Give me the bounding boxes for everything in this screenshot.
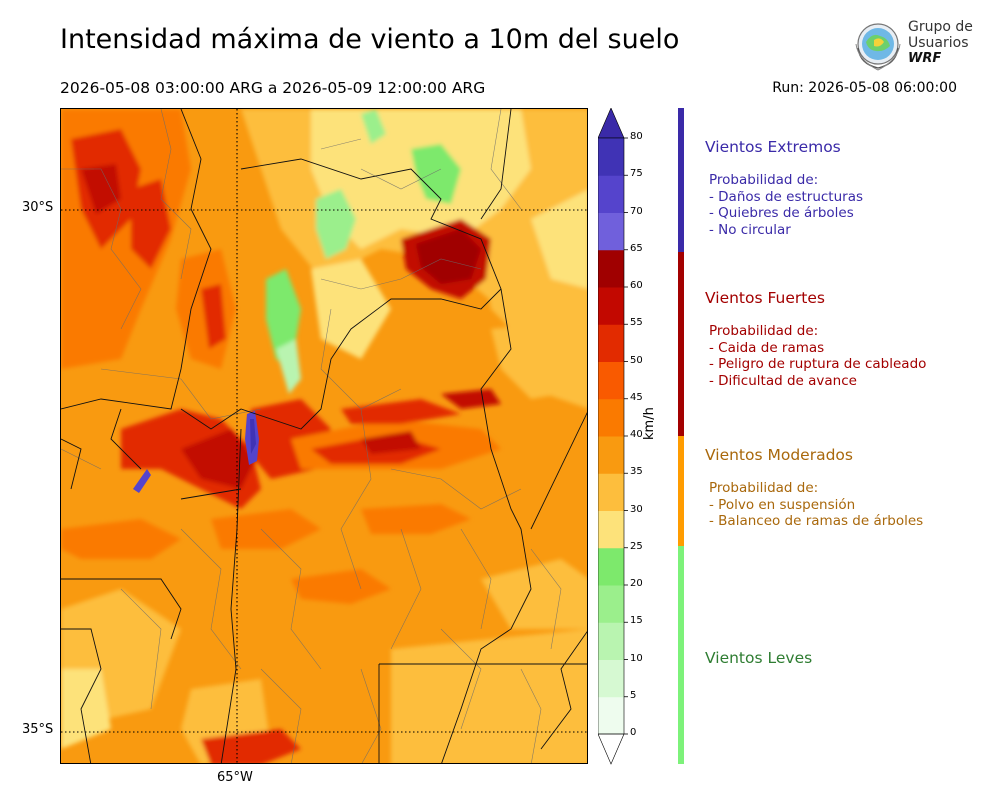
logo-text-line2: Usuarios bbox=[908, 35, 969, 51]
wind-field-svg bbox=[61, 109, 587, 763]
colorbar-bin bbox=[598, 175, 624, 213]
sidebar-bar-extremos bbox=[678, 108, 684, 252]
category-title-moderados: Vientos Moderados bbox=[705, 446, 853, 464]
colorbar-tick-label: 45 bbox=[630, 391, 643, 403]
category-line: - No circular bbox=[709, 221, 791, 238]
colorbar-bin bbox=[598, 361, 624, 400]
colorbar-bin bbox=[598, 547, 624, 586]
colorbar-tick-label: 0 bbox=[630, 727, 637, 738]
category-line: Probabilidad de: bbox=[709, 172, 819, 188]
lat-label-30s: 30°S bbox=[22, 200, 54, 215]
colorbar-tick-label: 15 bbox=[630, 615, 643, 627]
colorbar-tick-label: 80 bbox=[630, 131, 643, 142]
colorbar-bin bbox=[598, 473, 624, 511]
colorbar-bin bbox=[598, 585, 624, 623]
colorbar-tick-label: 25 bbox=[630, 540, 643, 552]
colorbar-bin bbox=[598, 398, 624, 437]
sidebar-bar-leves bbox=[678, 546, 684, 764]
colorbar-bin bbox=[598, 696, 624, 735]
category-line: Probabilidad de: bbox=[709, 480, 819, 496]
colorbar-bin bbox=[598, 212, 624, 251]
colorbar-tick-label: 65 bbox=[630, 242, 643, 254]
colorbar-tick-label: 50 bbox=[630, 354, 643, 366]
colorbar-tick-label: 30 bbox=[630, 503, 643, 515]
colorbar-tick-label: 70 bbox=[630, 205, 643, 217]
category-desc-fuertes: Probabilidad de: - Caida de ramas - Peli… bbox=[709, 323, 926, 389]
colorbar-tick-label: 75 bbox=[630, 168, 643, 180]
colorbar-tick-label: 5 bbox=[630, 689, 637, 701]
category-line: - Daños de estructuras bbox=[709, 188, 864, 205]
colorbar-over-triangle bbox=[597, 107, 625, 139]
colorbar-bin bbox=[598, 324, 624, 362]
colorbar-bin bbox=[598, 659, 624, 698]
colorbar-tick-label: 35 bbox=[630, 466, 643, 478]
colorbar-tick-label: 55 bbox=[630, 317, 643, 329]
category-line: - Caida de ramas bbox=[709, 339, 825, 356]
colorbar-tick-label: 40 bbox=[630, 429, 643, 440]
run-timestamp: Run: 2026-05-08 06:00:00 bbox=[772, 80, 957, 96]
globe-logo-icon bbox=[855, 23, 901, 71]
category-desc-extremos: Probabilidad de: - Daños de estructuras … bbox=[709, 172, 863, 238]
logo-text-line1: Grupo de bbox=[908, 19, 973, 35]
category-line: - Polvo en suspensión bbox=[709, 496, 856, 513]
colorbar-bin bbox=[598, 138, 624, 176]
colorbar-tick-label: 20 bbox=[630, 578, 643, 589]
colorbar bbox=[597, 107, 658, 768]
lat-label-35s: 35°S bbox=[22, 722, 54, 737]
colorbar-bin bbox=[598, 287, 624, 325]
category-line: Probabilidad de: bbox=[709, 323, 819, 339]
colorbar-svg bbox=[597, 107, 628, 765]
colorbar-bin bbox=[598, 249, 624, 288]
colorbar-under-triangle bbox=[597, 733, 625, 765]
category-title-fuertes: Vientos Fuertes bbox=[705, 289, 825, 307]
logo-text-wrf: WRF bbox=[908, 51, 942, 66]
colorbar-bin bbox=[598, 436, 624, 474]
sidebar-bar-fuertes bbox=[678, 252, 684, 436]
grupo-usuarios-wrf-logo: Grupo de Usuarios WRF bbox=[850, 18, 973, 74]
lon-label-65w: 65°W bbox=[217, 770, 253, 785]
colorbar-bin bbox=[598, 510, 624, 549]
category-title-leves: Vientos Leves bbox=[705, 649, 813, 667]
colorbar-tick-label: 10 bbox=[630, 652, 643, 664]
category-line: - Quiebres de árboles bbox=[709, 205, 854, 221]
category-line: - Peligro de ruptura de cableado bbox=[709, 356, 927, 372]
wind-speed-map bbox=[60, 108, 588, 764]
category-title-extremos: Vientos Extremos bbox=[705, 138, 841, 156]
colorbar-tick-label: 60 bbox=[630, 280, 643, 291]
colorbar-bin bbox=[598, 622, 624, 660]
sidebar-bar-moderados bbox=[678, 436, 684, 546]
category-line: - Dificultad de avance bbox=[709, 372, 857, 389]
category-desc-moderados: Probabilidad de: - Polvo en suspensión -… bbox=[709, 480, 923, 530]
map-title: Intensidad máxima de viento a 10m del su… bbox=[60, 24, 680, 55]
forecast-period: 2026-05-08 03:00:00 ARG a 2026-05-09 12:… bbox=[60, 79, 486, 97]
category-line: - Balanceo de ramas de árboles bbox=[709, 513, 924, 529]
colorbar-unit: km/h bbox=[642, 407, 657, 440]
